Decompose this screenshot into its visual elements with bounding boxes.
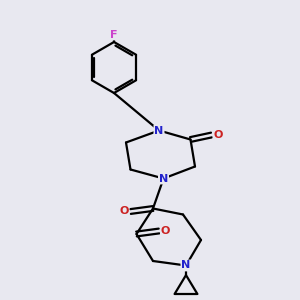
Text: N: N: [154, 125, 164, 136]
Text: O: O: [213, 130, 223, 140]
Text: O: O: [161, 226, 170, 236]
Text: F: F: [110, 29, 118, 40]
Text: N: N: [159, 173, 168, 184]
Text: N: N: [182, 260, 190, 271]
Text: O: O: [119, 206, 129, 217]
